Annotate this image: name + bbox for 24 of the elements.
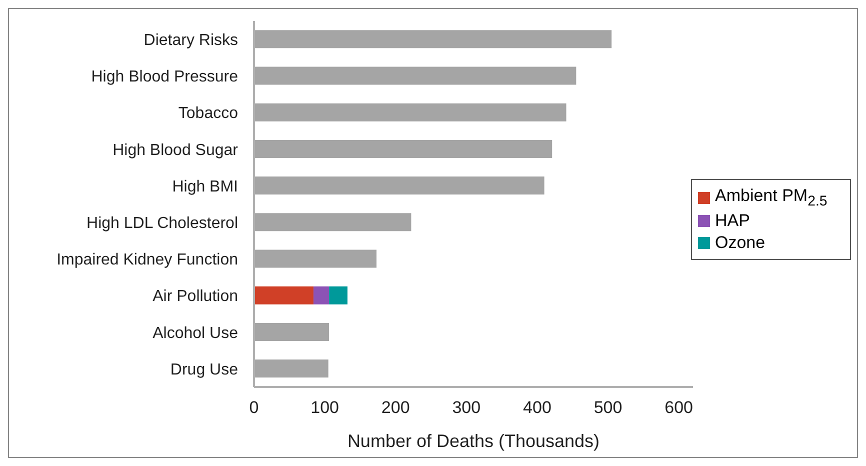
y-tick-label: Drug Use bbox=[170, 361, 238, 378]
x-tick-label: 400 bbox=[523, 398, 552, 418]
x-tick-label: 100 bbox=[310, 398, 339, 418]
y-tick-label: Tobacco bbox=[178, 105, 238, 122]
legend-label: Ambient PM$_{2.5}$ bbox=[715, 186, 828, 210]
y-tick-label: High Blood Sugar bbox=[112, 142, 239, 159]
x-tick-label: 600 bbox=[664, 398, 694, 418]
y-tick-label: High BMI bbox=[172, 178, 238, 196]
y-tick-label: Impaired Kidney Function bbox=[56, 252, 238, 269]
bar bbox=[329, 286, 348, 304]
y-tick-label: Air Pollution bbox=[152, 288, 238, 306]
legend-label: HAP bbox=[715, 211, 750, 232]
x-tick-label: 500 bbox=[594, 398, 622, 418]
x-axis-title: Number of Deaths (Thousands) bbox=[347, 431, 600, 451]
bar bbox=[313, 286, 330, 304]
x-tick-label: 0 bbox=[249, 398, 259, 418]
y-tick-label: Alcohol Use bbox=[152, 324, 238, 342]
legend-label: Ozone bbox=[715, 233, 766, 254]
y-tick-label: High LDL Cholesterol bbox=[86, 214, 238, 232]
x-tick-label: 300 bbox=[452, 398, 481, 418]
y-tick-label: High Blood Pressure bbox=[91, 68, 238, 86]
x-tick-label: 200 bbox=[381, 398, 410, 418]
bar bbox=[254, 286, 314, 304]
y-tick-label: Dietary Risks bbox=[144, 32, 238, 49]
